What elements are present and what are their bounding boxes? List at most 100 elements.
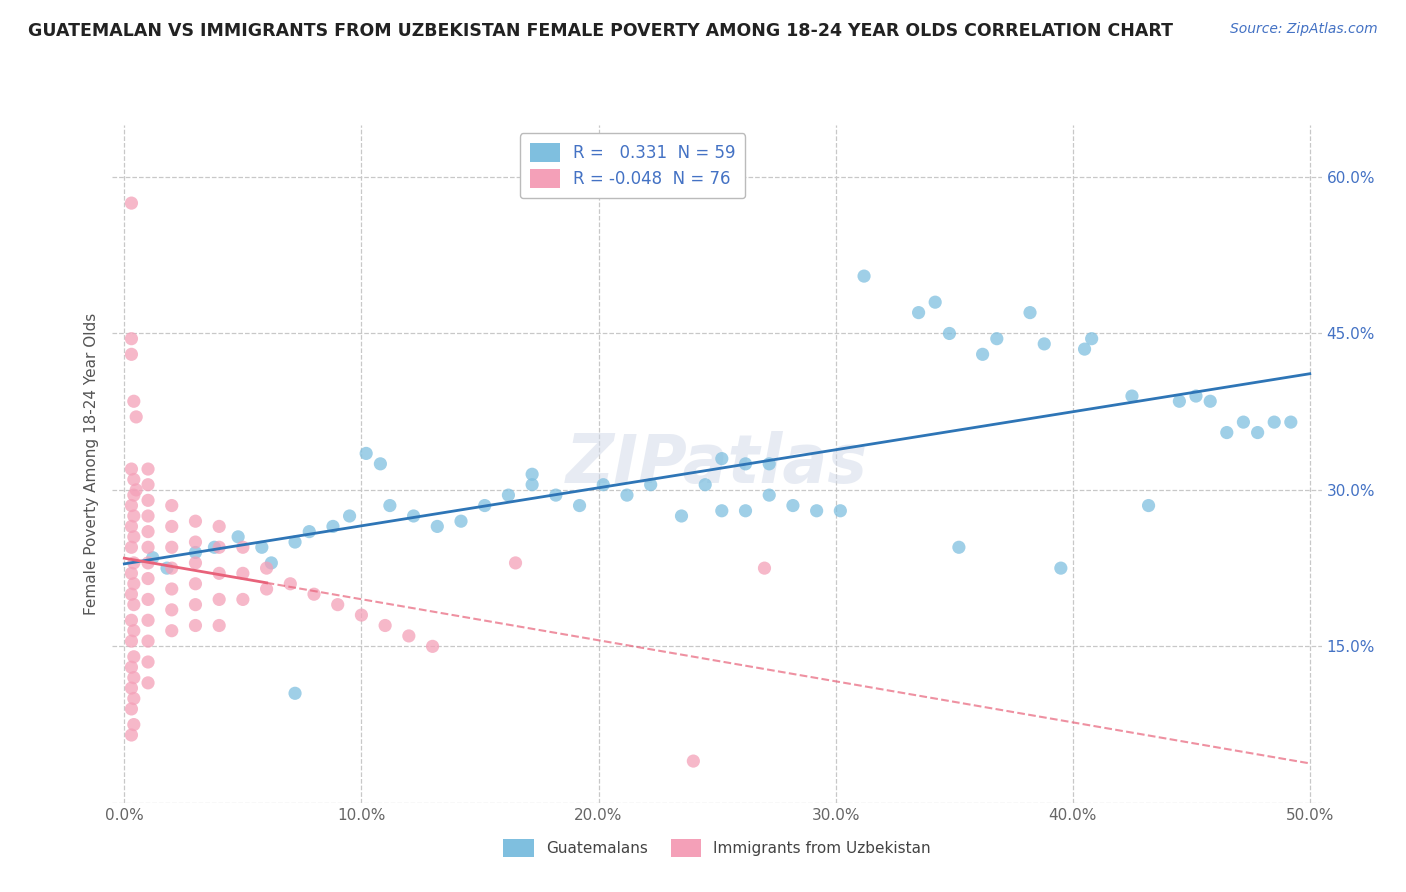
Point bbox=[1033, 337, 1056, 351]
Point bbox=[204, 541, 226, 555]
Point bbox=[1168, 394, 1191, 409]
Point bbox=[122, 394, 145, 409]
Point bbox=[520, 477, 543, 491]
Point bbox=[734, 457, 756, 471]
Point bbox=[326, 598, 349, 612]
Point bbox=[136, 462, 159, 476]
Point bbox=[1263, 415, 1285, 429]
Point bbox=[1019, 305, 1042, 319]
Point bbox=[120, 332, 142, 346]
Legend: Guatemalans, Immigrants from Uzbekistan: Guatemalans, Immigrants from Uzbekistan bbox=[496, 833, 938, 863]
Point bbox=[122, 691, 145, 706]
Point bbox=[120, 347, 142, 361]
Point bbox=[568, 499, 591, 513]
Point bbox=[122, 624, 145, 638]
Point bbox=[1216, 425, 1239, 440]
Point bbox=[136, 676, 159, 690]
Point bbox=[156, 561, 179, 575]
Point bbox=[120, 634, 142, 648]
Point bbox=[710, 451, 733, 466]
Point bbox=[122, 671, 145, 685]
Point bbox=[758, 488, 780, 502]
Point bbox=[830, 504, 852, 518]
Point bbox=[640, 477, 662, 491]
Point bbox=[122, 530, 145, 544]
Text: GUATEMALAN VS IMMIGRANTS FROM UZBEKISTAN FEMALE POVERTY AMONG 18-24 YEAR OLDS CO: GUATEMALAN VS IMMIGRANTS FROM UZBEKISTAN… bbox=[28, 22, 1173, 40]
Point bbox=[208, 519, 231, 533]
Point bbox=[120, 499, 142, 513]
Point bbox=[284, 686, 307, 700]
Point bbox=[136, 524, 159, 539]
Point bbox=[136, 508, 159, 523]
Point bbox=[122, 598, 145, 612]
Point bbox=[122, 488, 145, 502]
Point bbox=[184, 598, 207, 612]
Point bbox=[184, 576, 207, 591]
Point bbox=[426, 519, 449, 533]
Point bbox=[592, 477, 614, 491]
Point bbox=[120, 613, 142, 627]
Point bbox=[160, 519, 183, 533]
Point bbox=[208, 566, 231, 581]
Point bbox=[378, 499, 401, 513]
Point bbox=[450, 514, 472, 528]
Point bbox=[1080, 332, 1102, 346]
Point bbox=[136, 572, 159, 586]
Point bbox=[544, 488, 567, 502]
Point bbox=[120, 702, 142, 716]
Point bbox=[136, 613, 159, 627]
Point bbox=[120, 196, 142, 211]
Point bbox=[682, 754, 704, 768]
Point bbox=[806, 504, 828, 518]
Point bbox=[671, 508, 693, 523]
Point bbox=[350, 608, 373, 623]
Point bbox=[520, 467, 543, 482]
Point bbox=[924, 295, 946, 310]
Point bbox=[422, 640, 444, 654]
Point bbox=[125, 409, 148, 424]
Point bbox=[184, 545, 207, 559]
Point bbox=[284, 535, 307, 549]
Point bbox=[122, 556, 145, 570]
Point bbox=[160, 624, 183, 638]
Text: Source: ZipAtlas.com: Source: ZipAtlas.com bbox=[1230, 22, 1378, 37]
Point bbox=[208, 592, 231, 607]
Point bbox=[1279, 415, 1302, 429]
Point bbox=[972, 347, 994, 361]
Point bbox=[136, 493, 159, 508]
Point bbox=[754, 561, 776, 575]
Point bbox=[120, 728, 142, 742]
Point bbox=[339, 508, 361, 523]
Point bbox=[142, 550, 165, 565]
Point bbox=[398, 629, 420, 643]
Point bbox=[160, 561, 183, 575]
Point bbox=[322, 519, 344, 533]
Point bbox=[302, 587, 325, 601]
Point bbox=[256, 582, 278, 596]
Point bbox=[1050, 561, 1073, 575]
Point bbox=[120, 541, 142, 555]
Point bbox=[474, 499, 496, 513]
Point bbox=[370, 457, 392, 471]
Point bbox=[354, 446, 377, 460]
Point bbox=[758, 457, 780, 471]
Point bbox=[122, 508, 145, 523]
Point bbox=[232, 566, 254, 581]
Point bbox=[374, 618, 396, 632]
Point bbox=[184, 556, 207, 570]
Point bbox=[184, 535, 207, 549]
Point bbox=[120, 462, 142, 476]
Point bbox=[136, 634, 159, 648]
Point bbox=[136, 655, 159, 669]
Point bbox=[208, 541, 231, 555]
Point bbox=[907, 305, 929, 319]
Point bbox=[120, 519, 142, 533]
Point bbox=[136, 477, 159, 491]
Point bbox=[948, 541, 970, 555]
Point bbox=[1246, 425, 1268, 440]
Point bbox=[120, 587, 142, 601]
Point bbox=[298, 524, 321, 539]
Point bbox=[125, 483, 148, 497]
Point bbox=[232, 592, 254, 607]
Point bbox=[160, 541, 183, 555]
